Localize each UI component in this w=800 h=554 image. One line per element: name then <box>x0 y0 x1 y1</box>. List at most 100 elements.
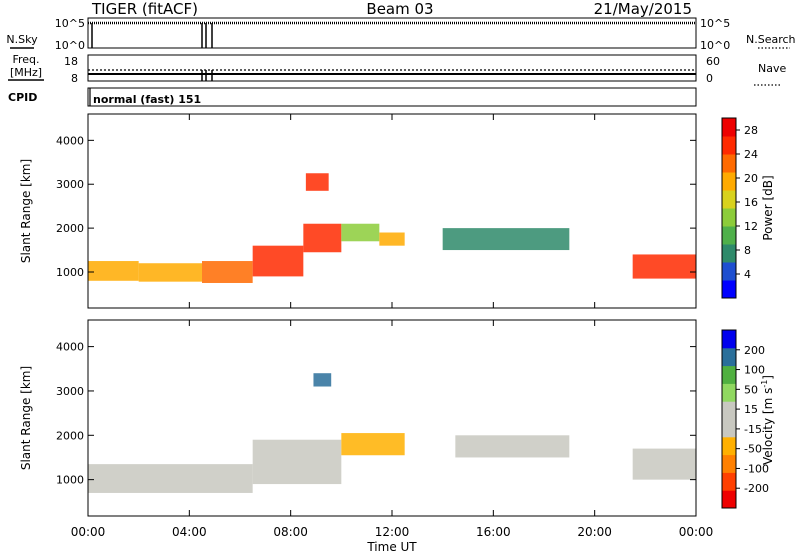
x-tick-label-2: 08:00 <box>273 525 308 539</box>
power-feature-2 <box>202 261 253 283</box>
nsky-label: N.Sky <box>6 33 38 46</box>
velocity-colorbar-tick-label-7: -200 <box>744 482 769 495</box>
power-feature-6 <box>379 232 405 246</box>
velocity-colorbar-tick-label-0: 200 <box>744 344 765 357</box>
velocity-colorbar-block-3 <box>722 436 736 456</box>
velocity-colorbar-block-1 <box>722 472 736 491</box>
x-tick-label-0: 00:00 <box>71 525 106 539</box>
velocity-y-tick-label-1: 3000 <box>56 385 84 398</box>
velocity-feature-1 <box>252 439 342 485</box>
velocity-y-tick-label-2: 2000 <box>56 429 84 442</box>
x-axis-label: Time UT <box>366 540 417 554</box>
power-colorbar-tick-label-1: 24 <box>744 148 758 161</box>
velocity-colorbar-tick-label-2: 50 <box>744 383 758 396</box>
velocity-y-axis: 4000 3000 2000 1000 <box>56 341 696 487</box>
power-y-tick-label-2: 2000 <box>56 222 84 235</box>
velocity-colorbar-label: Velocity [m s-1] <box>760 375 775 465</box>
velocity-panel: 4000 3000 2000 1000 Slant Range [km] <box>19 319 697 517</box>
power-colorbar-block-5 <box>722 190 736 209</box>
nave-label: Nave <box>758 62 786 75</box>
power-colorbar-tick-label-2: 20 <box>744 172 758 185</box>
power-colorbar: 28 24 20 16 12 8 4 Power [dB] <box>721 117 775 299</box>
nsky-tick-top: 10^5 <box>55 17 85 30</box>
power-feature-5 <box>341 223 380 242</box>
power-colorbar-block-8 <box>722 136 736 155</box>
velocity-colorbar-block-5 <box>722 401 736 420</box>
freq-label: Freq. <box>12 53 39 66</box>
x-tick-label-1: 04:00 <box>172 525 207 539</box>
x-tick-label-6: 00:00 <box>679 525 714 539</box>
power-colorbar-block-7 <box>722 154 736 173</box>
power-colorbar-tick-label-6: 4 <box>744 268 751 281</box>
power-colorbar-block-2 <box>722 244 736 263</box>
velocity-y-tick-label-0: 4000 <box>56 341 84 354</box>
power-y-tick-label-1: 3000 <box>56 178 84 191</box>
cpid-label: CPID <box>8 91 37 104</box>
velocity-colorbar-block-6 <box>722 383 736 402</box>
date-title: 21/May/2015 <box>594 0 692 18</box>
power-colorbar-tick-label-5: 8 <box>744 244 751 257</box>
power-y-axis: 4000 3000 2000 1000 <box>56 134 696 279</box>
nsky-tick-bottom: 10^0 <box>55 39 85 52</box>
power-feature-9 <box>305 173 329 191</box>
power-colorbar-block-1 <box>722 262 736 281</box>
cpid-panel <box>87 87 697 107</box>
velocity-colorbar-label-sup: -1 <box>760 380 769 388</box>
power-y-tick-label-3: 1000 <box>56 266 84 279</box>
velocity-colorbar-block-0 <box>722 490 736 509</box>
power-colorbar-tick-label-3: 16 <box>744 196 758 209</box>
velocity-colorbar-tick-label-1: 100 <box>744 364 765 377</box>
x-axis: 00:00 04:00 08:00 12:00 16:00 20:00 00:00 <box>71 114 714 539</box>
nsearch-label: N.Search <box>746 33 796 46</box>
power-colorbar-tick-label-0: 28 <box>744 124 758 137</box>
velocity-colorbar-block-7 <box>722 365 736 384</box>
velocity-colorbar-tick-label-4: -15 <box>744 423 762 436</box>
velocity-feature-4 <box>455 435 570 458</box>
velocity-y-axis-label: Slant Range [km] <box>19 366 33 470</box>
power-colorbar-block-6 <box>722 172 736 191</box>
velocity-feature-2 <box>341 433 405 456</box>
beam-title: Beam 03 <box>366 0 433 18</box>
nave-tick-bottom: 0 <box>706 72 713 85</box>
power-colorbar-block-4 <box>722 208 736 227</box>
velocity-colorbar-block-2 <box>722 454 736 473</box>
velocity-colorbar-tick-label-6: -100 <box>744 462 769 475</box>
power-colorbar-block-3 <box>722 226 736 245</box>
freq-unit-label: [MHz] <box>10 66 42 79</box>
nsearch-tick-bottom: 10^0 <box>700 39 730 52</box>
x-tick-label-5: 20:00 <box>577 525 612 539</box>
nsky-panel: 10^5 10^0 10^5 10^0 <box>55 17 730 52</box>
cpid-text: normal (fast) 151 <box>93 93 201 106</box>
power-feature-7 <box>442 228 570 251</box>
power-y-axis-label: Slant Range [km] <box>19 159 33 263</box>
nave-tick-top: 60 <box>706 55 720 68</box>
velocity-feature-0 <box>88 464 253 493</box>
power-colorbar-block-9 <box>722 118 736 137</box>
power-data <box>88 173 696 283</box>
power-colorbar-label: Power [dB] <box>761 175 775 240</box>
velocity-colorbar-frame <box>721 329 737 509</box>
power-feature-4 <box>303 223 342 253</box>
velocity-colorbar: 200 100 50 15 -15 -50 -100 -200 Velocity [m s-1… <box>721 329 775 509</box>
velocity-colorbar-tick-label-5: -50 <box>744 443 762 456</box>
velocity-colorbar-block-9 <box>722 330 736 349</box>
velocity-feature-3 <box>313 373 332 387</box>
freq-tick-top: 18 <box>64 55 78 68</box>
power-y-tick-label-0: 4000 <box>56 134 84 147</box>
power-colorbar-block-0 <box>722 280 736 299</box>
velocity-feature-5 <box>632 448 696 480</box>
power-colorbar-frame <box>721 117 737 299</box>
velocity-colorbar-block-8 <box>722 347 736 367</box>
freq-panel: 18 8 60 0 <box>64 54 720 85</box>
freq-tick-bottom: 8 <box>71 72 78 85</box>
power-feature-8 <box>632 254 696 279</box>
power-panel: 4000 3000 2000 1000 Slant Range [km] <box>19 113 697 309</box>
power-feature-1 <box>138 263 202 282</box>
velocity-y-tick-label-3: 1000 <box>56 474 84 487</box>
x-tick-label-3: 12:00 <box>375 525 410 539</box>
velocity-colorbar-tick-label-3: 15 <box>744 403 758 416</box>
nsearch-tick-top: 10^5 <box>700 17 730 30</box>
velocity-data <box>88 373 696 493</box>
velocity-colorbar-block-4 <box>722 419 736 438</box>
